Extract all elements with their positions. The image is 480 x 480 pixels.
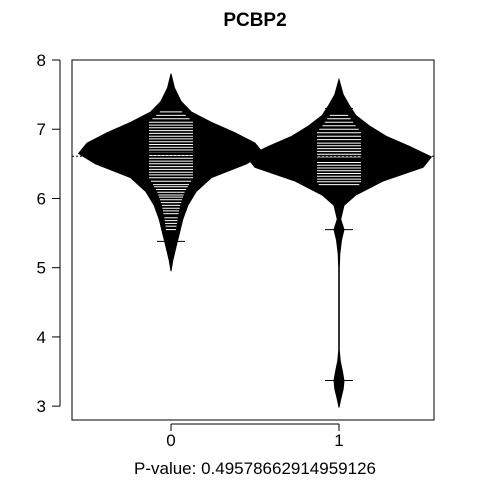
y-tick-label: 3 bbox=[37, 397, 46, 416]
y-tick-label: 8 bbox=[37, 51, 46, 70]
x-tick-label: 1 bbox=[334, 431, 343, 450]
plot-frame bbox=[71, 59, 435, 421]
beans-layer bbox=[77, 73, 433, 408]
bean-density-1 bbox=[245, 77, 433, 408]
x-tick-label: 0 bbox=[166, 431, 175, 450]
y-tick-label: 4 bbox=[37, 328, 46, 347]
x-axis-label: P-value: 0.49578662914959126 bbox=[134, 459, 376, 478]
y-tick-label: 5 bbox=[37, 259, 46, 278]
y-tick-label: 6 bbox=[37, 189, 46, 208]
chart-title: PCBP2 bbox=[223, 10, 286, 31]
y-axis: 3 4 5 6 7 8 bbox=[37, 51, 61, 416]
y-tick-label: 7 bbox=[37, 120, 46, 139]
bean-0 bbox=[77, 73, 265, 272]
bean-1 bbox=[245, 77, 433, 408]
